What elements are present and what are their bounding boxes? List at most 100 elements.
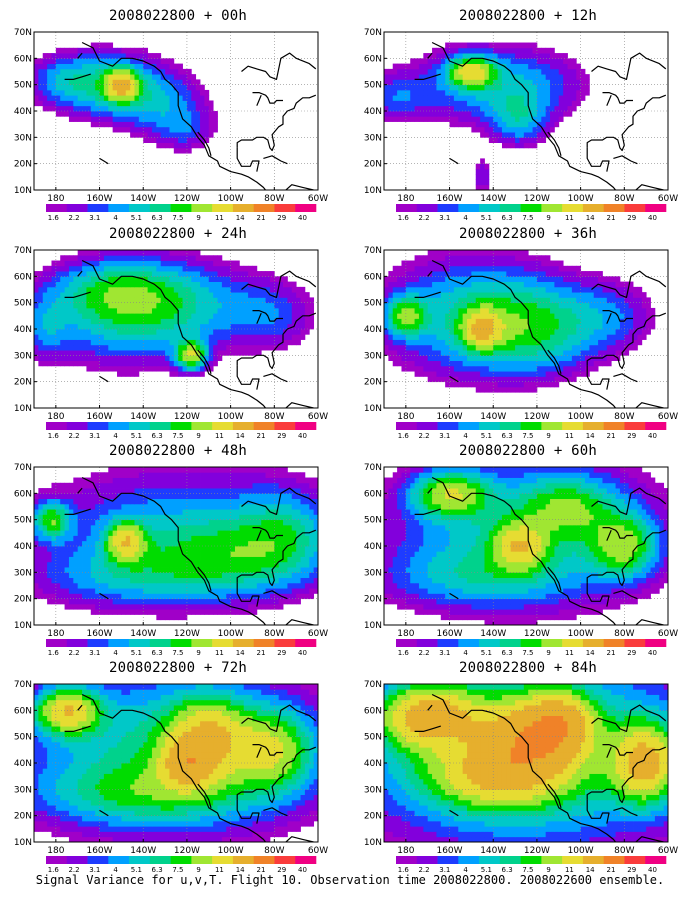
field-cell [265, 323, 271, 330]
field-cell [418, 265, 424, 272]
field-cell [68, 58, 74, 64]
field-cell [598, 360, 603, 367]
field-cell [414, 360, 420, 367]
field-cell [265, 582, 271, 589]
field-cell [480, 100, 485, 107]
field-cell [99, 250, 105, 256]
field-cell [309, 307, 315, 314]
field-cell [567, 292, 573, 298]
field-cell [475, 339, 481, 346]
field-cell [195, 265, 201, 272]
field-cell [449, 371, 455, 377]
field-cell [536, 292, 542, 298]
field-cell [64, 79, 70, 86]
field-cell [60, 74, 65, 80]
field-cell [182, 609, 188, 615]
field-cell [550, 297, 555, 304]
field-cell [287, 588, 293, 594]
field-cell [191, 551, 197, 557]
field-cell [550, 89, 555, 96]
field-cell [480, 68, 485, 75]
field-cell [528, 47, 533, 54]
field-cell [550, 323, 555, 330]
field-cell [458, 58, 464, 64]
field-cell [550, 116, 555, 122]
field-cell [532, 286, 538, 293]
field-cell [182, 105, 188, 112]
field-cell [230, 281, 236, 288]
field-cell [545, 121, 551, 128]
field-cell [532, 126, 538, 133]
field-cell [467, 376, 472, 383]
field-cell [493, 350, 498, 356]
field-cell [449, 292, 455, 298]
field-cell [484, 95, 490, 101]
field-cell [90, 63, 96, 70]
field-cell [73, 556, 79, 563]
field-cell [173, 577, 179, 584]
field-cell [488, 58, 494, 64]
field-cell [278, 567, 284, 573]
field-cell [432, 281, 437, 288]
field-cell [576, 323, 582, 330]
field-cell [173, 302, 179, 309]
field-cell [501, 302, 507, 309]
field-cell [453, 297, 459, 304]
field-cell [637, 334, 643, 340]
field-cell [191, 105, 197, 112]
field-cell [637, 329, 643, 335]
field-cell [68, 74, 74, 80]
field-cell [234, 603, 240, 610]
field-cell [55, 556, 61, 563]
field-cell [95, 95, 100, 101]
field-cell [234, 323, 240, 330]
field-cell [156, 339, 162, 346]
field-cell [47, 307, 52, 314]
field-cell [95, 313, 100, 319]
coastline [81, 259, 267, 408]
coastline [586, 147, 610, 172]
field-cell [584, 281, 590, 288]
field-cell [51, 74, 57, 80]
field-cell [467, 292, 472, 298]
field-cell [646, 302, 651, 309]
field-cell [230, 292, 236, 298]
field-cell [410, 365, 415, 372]
field-cell [221, 302, 227, 309]
field-cell [519, 79, 525, 86]
field-cell [191, 137, 197, 143]
field-cell [471, 79, 477, 86]
field-cell [108, 271, 114, 277]
field-cell [68, 551, 74, 557]
field-cell [484, 371, 490, 377]
field-cell [287, 313, 293, 319]
field-cell [541, 260, 547, 267]
field-cell [103, 89, 109, 96]
field-cell [226, 265, 232, 272]
field-cell [230, 297, 236, 304]
field-cell [38, 286, 44, 293]
field-cell [576, 68, 582, 75]
field-cell [563, 313, 568, 319]
field-cell [453, 276, 459, 282]
colorbar-swatch [212, 204, 234, 212]
field-cell [405, 292, 411, 298]
field-cell [309, 318, 315, 325]
field-cell [125, 100, 131, 107]
field-cell [567, 307, 573, 314]
field-cell [467, 350, 472, 356]
field-cell [125, 567, 131, 573]
field-cell [208, 307, 214, 314]
field-cell [523, 126, 529, 133]
field-cell [388, 276, 394, 282]
field-cell [169, 121, 175, 128]
field-cell [449, 100, 455, 107]
field-cell [423, 271, 429, 277]
field-cell [615, 307, 621, 314]
field-cell [134, 53, 140, 59]
field-cell [532, 47, 538, 54]
colorbar-label: 4 [463, 432, 468, 440]
field-cell [628, 334, 634, 340]
field-cell [38, 100, 44, 107]
field-cell [265, 271, 271, 277]
